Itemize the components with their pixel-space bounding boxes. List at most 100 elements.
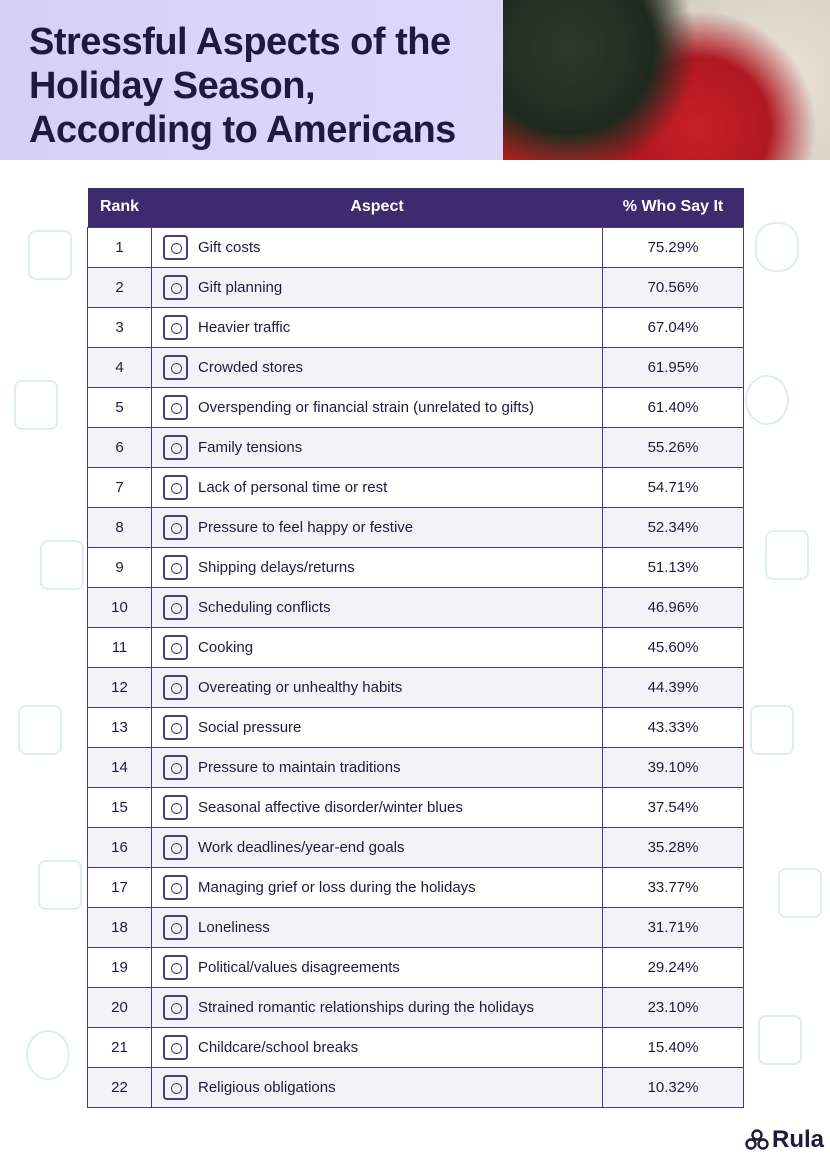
percent-cell: 43.33% — [602, 706, 744, 748]
aspect-label: Religious obligations — [198, 1078, 336, 1096]
aspect-cell: Shipping delays/returns — [151, 546, 603, 588]
aspect-label: Heavier traffic — [198, 318, 291, 336]
table-row: 21 Childcare/school breaks 15.40% — [87, 1026, 744, 1068]
briefcase-clock-icon — [163, 834, 188, 860]
aspect-cell: Crowded stores — [151, 346, 603, 388]
rank-cell: 9 — [87, 546, 152, 588]
aspect-label: Pressure to maintain traditions — [198, 758, 401, 776]
percent-cell: 46.96% — [602, 586, 744, 628]
ornament-decoration-icon — [745, 375, 789, 425]
table-row: 2 Gift planning 70.56% — [87, 266, 744, 308]
holiday-gifts-photo — [503, 0, 830, 160]
aspect-cell: Overeating or unhealthy habits — [151, 666, 603, 708]
pot-icon — [163, 634, 188, 660]
aspect-label: Overspending or financial strain (unrela… — [198, 398, 535, 416]
percent-cell: 23.10% — [602, 986, 744, 1028]
rank-cell: 10 — [87, 586, 152, 628]
hourglass-icon — [163, 474, 188, 500]
lonely-person-icon — [163, 914, 188, 940]
table-row: 18 Loneliness 31.71% — [87, 906, 744, 948]
clipboard-gift-icon — [163, 274, 188, 300]
rank-cell: 18 — [87, 906, 152, 948]
table-row: 5 Overspending or financial strain (unre… — [87, 386, 744, 428]
person-arrows-icon — [163, 754, 188, 780]
aspect-label: Crowded stores — [198, 358, 304, 376]
aspect-cell: Religious obligations — [151, 1066, 603, 1108]
aspect-label: Work deadlines/year-end goals — [198, 838, 405, 856]
table-row: 1 Gift costs 75.29% — [87, 226, 744, 268]
aspect-cell: Family tensions — [151, 426, 603, 468]
hands-dollar-icon — [163, 394, 188, 420]
aspect-cell: Gift costs — [151, 226, 603, 268]
aspect-cell: Heavier traffic — [151, 306, 603, 348]
candy-cane-decoration-icon — [758, 1015, 802, 1065]
rank-cell: 3 — [87, 306, 152, 348]
header-percent: % Who Say It — [602, 188, 744, 227]
broken-heart-icon — [163, 994, 188, 1020]
page-title: Stressful Aspects of the Holiday Season,… — [29, 21, 456, 151]
aspect-cell: Cooking — [151, 626, 603, 668]
podium-icon — [163, 954, 188, 980]
percent-cell: 39.10% — [602, 746, 744, 788]
aspect-cell: Overspending or financial strain (unrela… — [151, 386, 603, 428]
rank-cell: 13 — [87, 706, 152, 748]
candy-cane-decoration-icon — [40, 540, 84, 590]
rank-cell: 22 — [87, 1066, 152, 1108]
aspect-cell: Pressure to feel happy or festive — [151, 506, 603, 548]
rank-cell: 12 — [87, 666, 152, 708]
package-clock-icon — [163, 554, 188, 580]
rank-cell: 20 — [87, 986, 152, 1028]
aspect-cell: Strained romantic relationships during t… — [151, 986, 603, 1028]
rank-cell: 14 — [87, 746, 152, 788]
table-row: 8 Pressure to feel happy or festive 52.3… — [87, 506, 744, 548]
rula-logo-text: Rula — [772, 1126, 825, 1153]
aspect-cell: Scheduling conflicts — [151, 586, 603, 628]
rank-cell: 19 — [87, 946, 152, 988]
aspect-cell: Pressure to maintain traditions — [151, 746, 603, 788]
percent-cell: 61.40% — [602, 386, 744, 428]
rank-cell: 2 — [87, 266, 152, 308]
table-row: 9 Shipping delays/returns 51.13% — [87, 546, 744, 588]
percent-cell: 61.95% — [602, 346, 744, 388]
percent-cell: 52.34% — [602, 506, 744, 548]
table-row: 17 Managing grief or loss during the hol… — [87, 866, 744, 908]
aspect-label: Strained romantic relationships during t… — [198, 998, 535, 1016]
aspect-cell: Social pressure — [151, 706, 603, 748]
tree-decoration-icon — [14, 380, 58, 430]
stress-aspects-table: Rank Aspect % Who Say It 1 Gift costs 75… — [87, 188, 744, 1108]
aspect-label: Social pressure — [198, 718, 302, 736]
table-row: 3 Heavier traffic 67.04% — [87, 306, 744, 348]
calendar-alert-icon — [163, 594, 188, 620]
aspect-label: Pressure to feel happy or festive — [198, 518, 414, 536]
santa-hat-decoration-icon — [38, 860, 82, 910]
aspect-label: Political/values disagreements — [198, 958, 400, 976]
rank-cell: 21 — [87, 1026, 152, 1068]
sad-face-icon — [163, 794, 188, 820]
table-row: 10 Scheduling conflicts 46.96% — [87, 586, 744, 628]
percent-cell: 44.39% — [602, 666, 744, 708]
aspect-cell: Political/values disagreements — [151, 946, 603, 988]
aspect-cell: Childcare/school breaks — [151, 1026, 603, 1068]
aspect-label: Lack of personal time or rest — [198, 478, 388, 496]
rank-cell: 1 — [87, 226, 152, 268]
aspect-cell: Managing grief or loss during the holida… — [151, 866, 603, 908]
percent-cell: 15.40% — [602, 1026, 744, 1068]
rank-cell: 16 — [87, 826, 152, 868]
header-rank: Rank — [87, 188, 152, 227]
family-icon — [163, 434, 188, 460]
rank-cell: 11 — [87, 626, 152, 668]
table-row: 13 Social pressure 43.33% — [87, 706, 744, 748]
table-row: 6 Family tensions 55.26% — [87, 426, 744, 468]
rank-cell: 8 — [87, 506, 152, 548]
rank-cell: 4 — [87, 346, 152, 388]
aspect-label: Family tensions — [198, 438, 303, 456]
table-row: 22 Religious obligations 10.32% — [87, 1066, 744, 1108]
cars-icon — [163, 314, 188, 340]
header-aspect: Aspect — [151, 188, 603, 227]
percent-cell: 31.71% — [602, 906, 744, 948]
praying-hands-icon — [163, 1074, 188, 1100]
gift-decoration-icon — [778, 868, 822, 918]
aspect-label: Loneliness — [198, 918, 270, 936]
aspect-label: Childcare/school breaks — [198, 1038, 359, 1056]
santa-hat-decoration-icon — [765, 530, 809, 580]
